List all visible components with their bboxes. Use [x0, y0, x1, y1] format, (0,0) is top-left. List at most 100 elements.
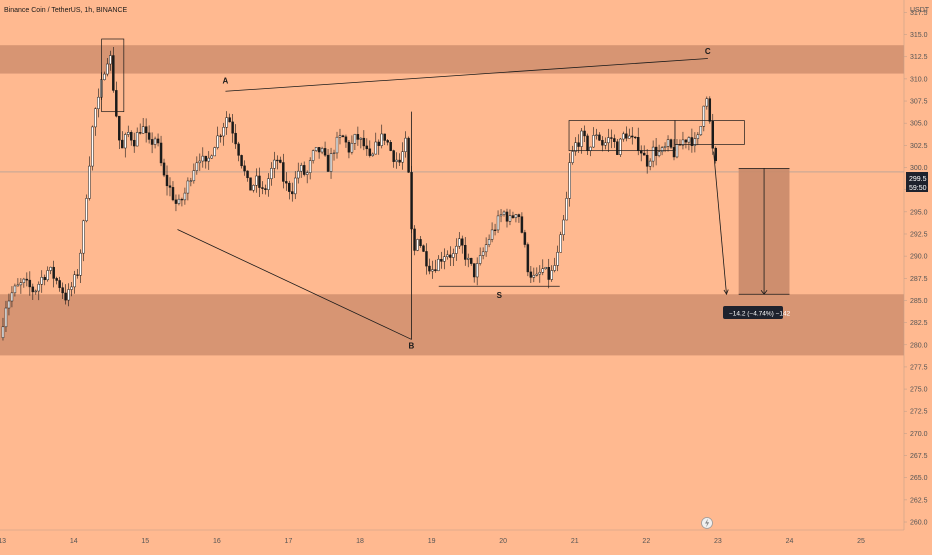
candle-body: [696, 134, 700, 139]
candle-body: [228, 117, 231, 123]
candle-body: [681, 139, 685, 146]
price-axis[interactable]: USDT 317.5 315.0 312.5 310.0 307.5 305.0 302.5…: [903, 0, 930, 530]
candle-body: [246, 170, 249, 179]
candle-body: [216, 135, 219, 148]
candle-body: [478, 255, 482, 264]
candle-body: [505, 211, 509, 222]
candle-body: [31, 286, 35, 293]
price-tick-label: 290.0: [910, 254, 928, 261]
candle-body: [326, 154, 330, 172]
candle-body: [207, 157, 210, 162]
candle-body: [586, 135, 589, 151]
zones-layer: [0, 45, 904, 356]
candle-body: [106, 63, 109, 75]
price-tick-label: 285.0: [910, 298, 928, 305]
candle-body: [231, 121, 234, 134]
candle-body: [595, 134, 598, 136]
support-zone: [0, 294, 904, 356]
candle-body: [544, 267, 547, 269]
candle-body: [714, 147, 717, 162]
candle-body: [13, 285, 17, 294]
price-tick-label: 282.5: [910, 320, 928, 327]
candle-body: [40, 277, 43, 285]
candle-body: [43, 277, 46, 281]
candle-body: [153, 138, 157, 145]
candle-body: [487, 239, 491, 245]
candle-body: [299, 165, 303, 172]
candle-body: [466, 257, 470, 260]
candle-body: [4, 307, 8, 328]
candle-body: [484, 244, 488, 253]
time-axis[interactable]: 13 14 15 16 17 18 19 20 21 22 23 24 25: [0, 529, 904, 545]
candle-body: [425, 251, 428, 267]
candle-body: [150, 139, 154, 145]
candle-body: [201, 155, 205, 162]
trend-line: [225, 58, 708, 92]
candle-body: [368, 148, 372, 156]
candle-body: [550, 270, 553, 280]
price-tick-label: 302.5: [910, 143, 928, 150]
candle-body: [288, 182, 291, 192]
candle-body: [192, 170, 196, 182]
current-price-value: 299.5: [909, 176, 927, 183]
candle-body: [496, 215, 500, 231]
candle-body: [198, 160, 202, 164]
candle-body: [270, 168, 273, 179]
candle-body: [296, 170, 300, 179]
candle-body: [407, 137, 410, 173]
candle-body: [493, 229, 497, 231]
candle-body: [305, 172, 309, 175]
candle-body: [574, 142, 577, 152]
candle-body: [377, 141, 380, 146]
lightning-icon[interactable]: [701, 517, 713, 529]
candle-body: [636, 137, 640, 151]
candle-body: [94, 108, 97, 128]
candle-body: [562, 219, 565, 235]
price-tick-label: 312.5: [910, 54, 928, 61]
candle-body: [514, 214, 518, 218]
candle-body: [583, 130, 586, 137]
candle-body: [129, 132, 133, 141]
candle-body: [127, 132, 130, 135]
consolidation-box: [101, 38, 125, 113]
candle-body: [434, 269, 437, 272]
candles-layer: [1, 46, 717, 341]
candle-body: [705, 98, 709, 107]
candle-body: [118, 115, 121, 141]
price-tick-label: 272.5: [910, 409, 928, 416]
candle-body: [162, 162, 166, 176]
time-tick-label: 20: [499, 538, 507, 545]
candle-body: [598, 134, 601, 141]
candle-body: [699, 126, 703, 136]
candle-body: [79, 252, 82, 276]
candle-body: [440, 258, 443, 262]
candle-body: [464, 244, 467, 260]
candle-body: [67, 289, 70, 301]
price-tick-label: 270.0: [910, 431, 928, 438]
candle-body: [258, 175, 261, 188]
candle-body: [73, 274, 76, 288]
candle-body: [443, 256, 446, 262]
candle-body: [663, 146, 667, 148]
time-tick-label: 19: [428, 538, 436, 545]
candle-body: [416, 239, 419, 251]
candle-body: [359, 137, 363, 140]
price-tick-label: 305.0: [910, 121, 928, 128]
candle-countdown: 59:50: [909, 185, 927, 192]
candle-body: [633, 136, 637, 139]
price-tick-label: 307.5: [910, 99, 928, 106]
candle-body: [547, 267, 550, 280]
price-tick-label: 292.5: [910, 231, 928, 238]
price-tick-label: 310.0: [910, 76, 928, 83]
candle-body: [213, 147, 216, 157]
measure-label-bg: [723, 306, 783, 319]
trend-line: [177, 229, 412, 340]
candle-body: [380, 133, 383, 146]
measure-label: −14.2 (−4.74%) −142: [729, 311, 791, 318]
candle-body: [180, 198, 184, 201]
time-tick-label: 25: [857, 538, 865, 545]
candle-body: [499, 214, 503, 217]
price-tick-label: 260.0: [910, 520, 928, 527]
